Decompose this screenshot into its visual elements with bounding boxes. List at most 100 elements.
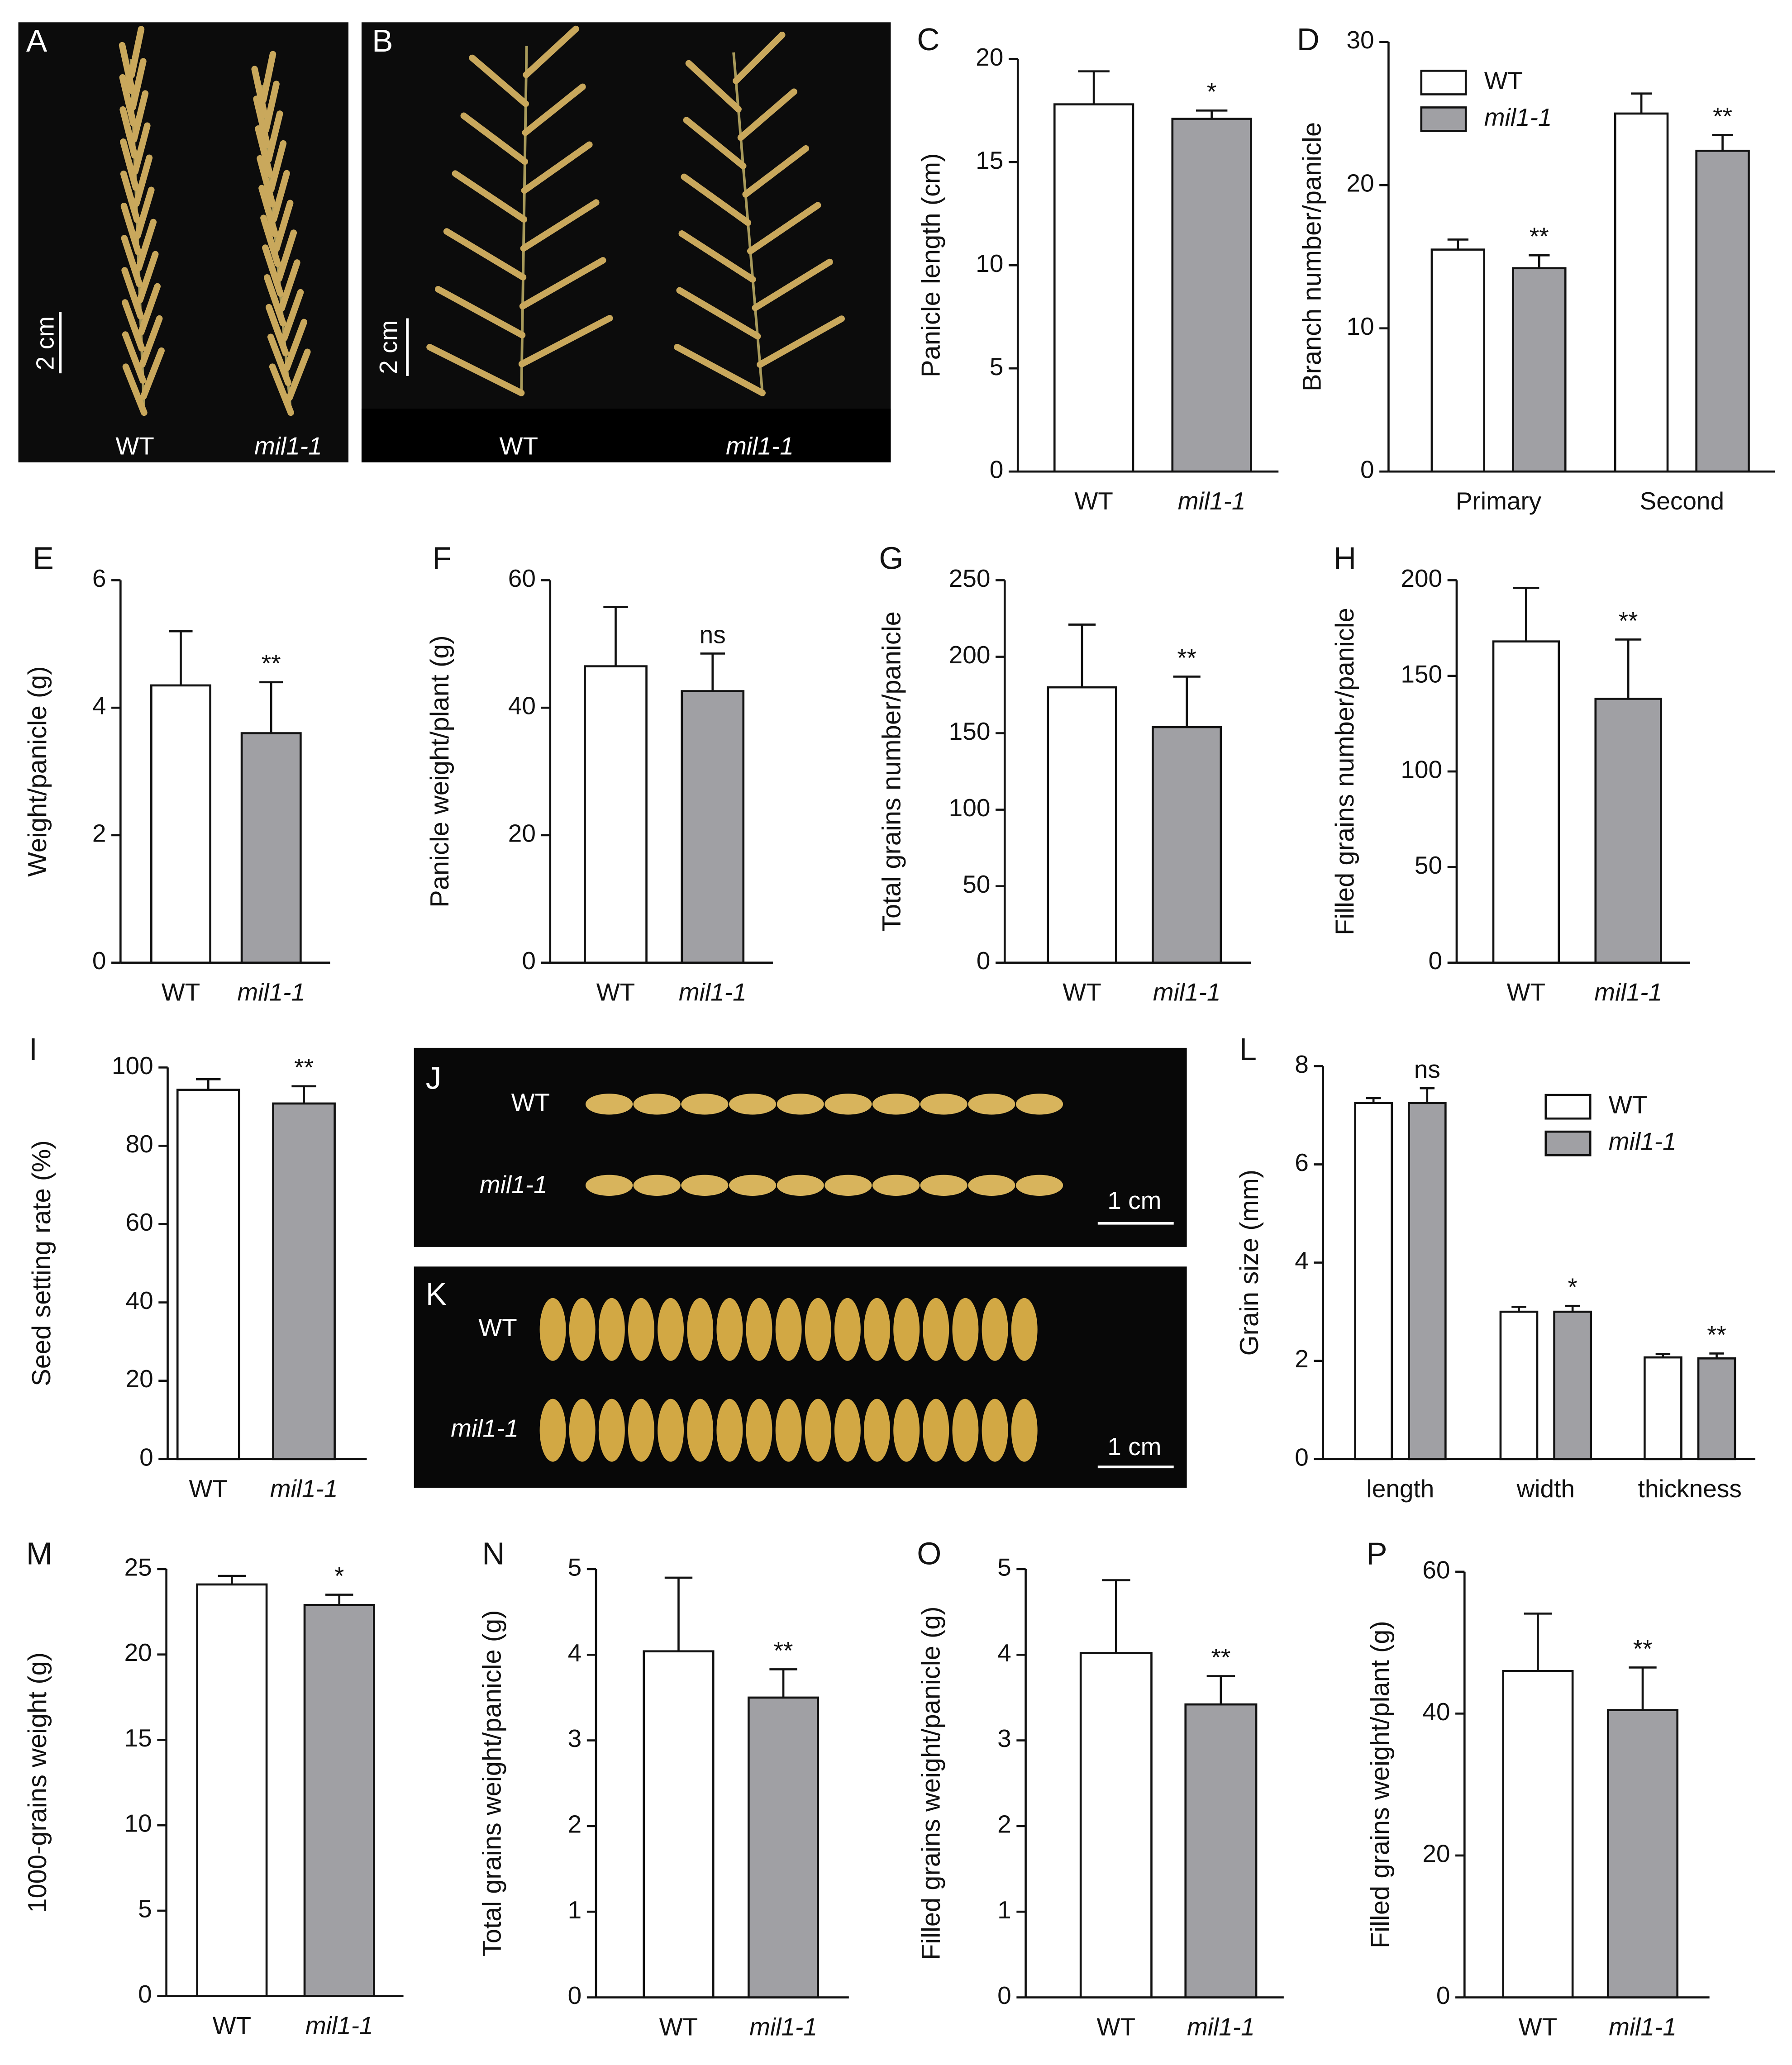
bar <box>1407 1102 1447 1461</box>
branch <box>685 60 742 113</box>
y-tick-label: 30 <box>1346 26 1374 54</box>
bar <box>1502 1670 1574 1998</box>
bar <box>1594 698 1662 964</box>
branch <box>757 315 845 368</box>
y-tick-label: 5 <box>138 1894 152 1922</box>
y-tick-label: 1 <box>997 1896 1011 1924</box>
branch <box>132 122 151 175</box>
branch <box>676 287 761 340</box>
y-tick-label: 4 <box>568 1639 582 1667</box>
y-tick-label: 40 <box>125 1286 153 1314</box>
x-tick-label: WT <box>659 2013 698 2041</box>
branch <box>460 112 529 165</box>
branch <box>264 274 286 327</box>
legend-label: mil1-1 <box>1484 103 1552 131</box>
y-tick-label: 10 <box>976 249 1003 277</box>
grain <box>598 1298 625 1361</box>
y-tick-label: 0 <box>92 947 106 975</box>
y-tick-label: 20 <box>1422 1839 1450 1867</box>
annotation: ** <box>1211 1643 1230 1671</box>
annotation: ** <box>294 1053 314 1081</box>
branch <box>742 145 810 198</box>
bar <box>1614 112 1669 473</box>
grain <box>628 1298 654 1361</box>
grain <box>952 1298 979 1361</box>
panel-label: O <box>917 1536 941 1571</box>
grain <box>982 1399 1008 1462</box>
panel-label: E <box>33 540 53 576</box>
x-tick-label: WT <box>1097 2013 1136 2041</box>
error-bar <box>1173 676 1201 728</box>
y-tick-label: 100 <box>1401 756 1442 784</box>
grain <box>923 1298 949 1361</box>
branch <box>426 343 525 396</box>
branch <box>469 54 529 107</box>
error-bar <box>169 630 193 685</box>
x-tick-label: mil1-1 <box>1153 978 1221 1006</box>
photo-text: WT <box>511 1088 550 1116</box>
grain <box>1015 1175 1063 1196</box>
branch <box>134 186 155 239</box>
error-bar <box>1447 238 1468 250</box>
branch <box>752 258 833 311</box>
y-tick-label: 6 <box>1295 1148 1309 1176</box>
error-bar <box>1206 1675 1235 1705</box>
grain <box>539 1298 566 1361</box>
y-tick-label: 20 <box>508 819 536 847</box>
y-tick-label: 0 <box>1360 456 1374 484</box>
error-bar <box>1629 1666 1657 1710</box>
grain <box>658 1399 684 1462</box>
branch <box>267 333 292 386</box>
photo-b <box>361 22 891 462</box>
grain <box>681 1094 729 1115</box>
photo-text: WT <box>115 432 154 460</box>
grain <box>775 1399 802 1462</box>
photo-text: mil1-1 <box>726 432 794 460</box>
bar <box>1053 103 1134 473</box>
x-tick-label: Primary <box>1456 487 1542 515</box>
grain <box>585 1175 633 1196</box>
branch <box>122 331 147 384</box>
annotation: * <box>1207 77 1216 105</box>
annotation: * <box>334 1561 344 1589</box>
grain <box>825 1094 872 1115</box>
branch <box>120 203 142 255</box>
x-tick-label: mil1-1 <box>305 2012 373 2040</box>
branch <box>286 348 311 401</box>
error-bar <box>603 606 628 666</box>
grain <box>569 1399 596 1462</box>
branch <box>281 289 304 342</box>
y-tick-label: 2 <box>568 1810 582 1838</box>
y-tick-label: 200 <box>1401 564 1442 592</box>
bar <box>1644 1356 1682 1461</box>
branch <box>737 88 797 141</box>
branch <box>257 155 276 208</box>
grain <box>968 1094 1015 1115</box>
bar <box>1553 1310 1592 1461</box>
grain <box>1015 1094 1063 1115</box>
bar <box>1499 1310 1539 1461</box>
x-tick-label: mil1-1 <box>237 978 305 1006</box>
y-tick-label: 2 <box>92 819 106 847</box>
bar <box>1047 686 1117 964</box>
grain <box>569 1298 596 1361</box>
error-bar <box>1366 1097 1381 1103</box>
y-tick-label: 0 <box>1429 947 1443 975</box>
photo-j <box>414 1047 1187 1247</box>
annotation: * <box>1568 1273 1577 1301</box>
photo-a <box>18 22 349 462</box>
photo-text: 2 cm <box>374 320 402 374</box>
bar <box>643 1650 715 1998</box>
bar <box>1079 1652 1153 1998</box>
y-tick-label: 8 <box>1295 1050 1309 1078</box>
panel-label: G <box>879 540 903 576</box>
y-tick-label: 0 <box>977 947 991 975</box>
branch <box>270 170 290 223</box>
grain <box>628 1399 654 1462</box>
grain <box>952 1399 979 1462</box>
error-bar <box>1078 70 1110 105</box>
bar <box>240 732 302 964</box>
y-tick-label: 20 <box>1346 169 1374 197</box>
